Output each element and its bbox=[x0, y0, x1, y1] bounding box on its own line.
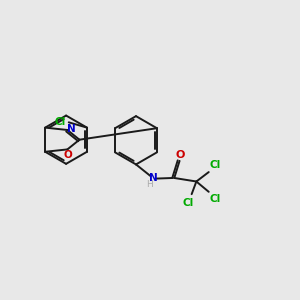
Text: Cl: Cl bbox=[210, 194, 221, 204]
Text: H: H bbox=[146, 180, 153, 189]
Text: O: O bbox=[176, 150, 185, 160]
Text: Cl: Cl bbox=[183, 198, 194, 208]
Text: N: N bbox=[149, 173, 158, 183]
Text: Cl: Cl bbox=[55, 117, 66, 127]
Text: N: N bbox=[67, 124, 76, 134]
Text: O: O bbox=[64, 150, 73, 160]
Text: Cl: Cl bbox=[210, 160, 221, 170]
